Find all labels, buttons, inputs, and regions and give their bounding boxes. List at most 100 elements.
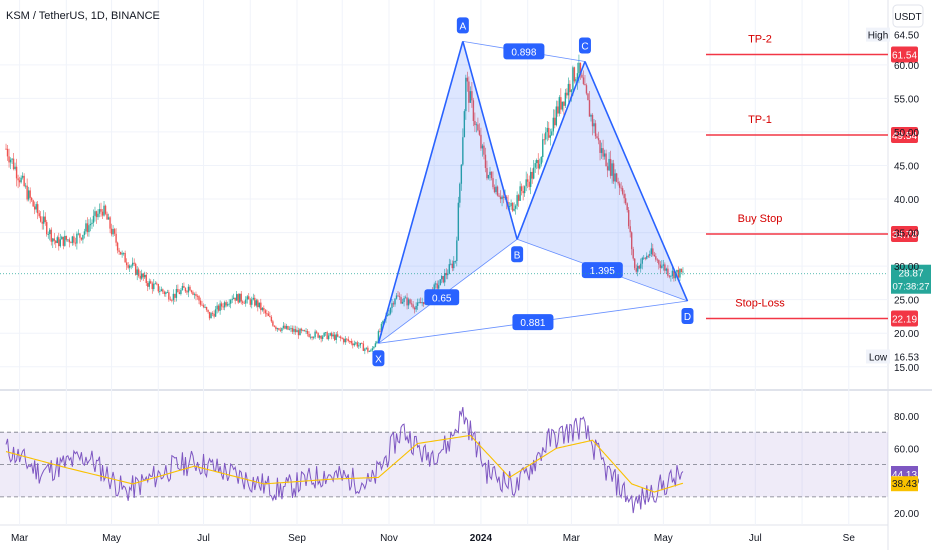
candle-body	[67, 239, 69, 241]
candle-body	[486, 167, 488, 179]
candle-up	[98, 203, 101, 218]
candle-up	[67, 239, 69, 243]
candle-body	[481, 145, 484, 149]
candle-up	[293, 325, 295, 335]
candle-body	[359, 342, 362, 346]
candle-up	[255, 298, 257, 308]
candle-down	[68, 237, 71, 248]
candle-up	[76, 231, 78, 250]
candle-down	[291, 325, 294, 334]
candle-body	[597, 138, 600, 141]
candle-up	[401, 298, 404, 305]
candle-body	[529, 171, 532, 187]
candle-up	[416, 298, 419, 310]
pattern-leg-ab	[462, 41, 518, 240]
candle-body	[575, 79, 577, 82]
level-price-text: 22.19	[892, 315, 917, 326]
ratio-text: 1.395	[590, 266, 615, 277]
trade-levels: TP-2 61.54 TP-1 49.54 Buy Stop 34.78 Stop-Loss…	[706, 34, 918, 327]
candle-body	[127, 265, 129, 268]
candle-body	[670, 275, 672, 277]
candle-body	[184, 287, 187, 292]
candle-down	[156, 281, 158, 286]
rsi-ma-value-badge	[891, 476, 918, 492]
candle-up	[187, 284, 190, 298]
candle-body	[549, 135, 551, 138]
candle-down	[528, 175, 530, 191]
candle-body	[416, 302, 419, 306]
price-tick-label: 40.00	[894, 195, 919, 206]
candle-body	[362, 343, 365, 351]
candle-up	[564, 88, 567, 109]
candle-body	[180, 290, 182, 295]
candle-up	[611, 160, 613, 184]
candle-body	[55, 240, 57, 244]
candle-down	[30, 196, 33, 202]
candle-up	[172, 289, 175, 305]
candle-up	[603, 149, 606, 160]
candle-body	[412, 304, 414, 308]
candle-down	[41, 216, 43, 230]
candle-body	[141, 273, 143, 279]
candle-up	[130, 264, 132, 270]
rsi-tick-label: 80.00	[894, 412, 919, 423]
candle-body	[77, 233, 80, 235]
candle-body	[208, 311, 211, 319]
candle-up	[388, 309, 390, 317]
candle-down	[468, 76, 470, 113]
candle-body	[468, 81, 470, 103]
candle-down	[330, 331, 333, 340]
candle-body	[82, 234, 84, 240]
candle-down	[658, 259, 660, 270]
currency-button[interactable]	[892, 4, 924, 28]
candle-body	[394, 298, 396, 305]
candle-down	[190, 289, 193, 294]
candle-up	[516, 191, 518, 210]
candle-down	[18, 176, 21, 187]
candle-body	[462, 137, 464, 165]
candle-down	[311, 336, 313, 341]
candle-body	[65, 235, 68, 240]
candle-down	[110, 223, 113, 237]
candle-body	[460, 164, 463, 184]
candle-down	[599, 140, 601, 161]
candle-down	[563, 101, 565, 117]
candle-body	[166, 292, 169, 294]
candle-body	[373, 346, 375, 349]
candle-body	[128, 265, 131, 268]
candle-body	[557, 106, 559, 114]
candle-body	[600, 148, 603, 153]
candle-body	[314, 331, 316, 338]
candle-body	[294, 329, 297, 333]
candle-up	[395, 293, 398, 300]
candle-body	[680, 268, 683, 273]
candle-down	[242, 300, 244, 306]
candle-body	[406, 297, 408, 306]
candle-down	[50, 227, 52, 246]
candle-body	[364, 348, 366, 351]
candle-up	[641, 256, 643, 270]
candle-up	[89, 217, 92, 232]
candle-up	[453, 256, 455, 271]
candle-down	[585, 83, 588, 96]
candle-up	[650, 242, 653, 258]
candle-body	[664, 264, 666, 271]
candle-body	[110, 228, 113, 235]
candle-body	[422, 302, 425, 305]
candle-up	[462, 128, 464, 167]
candle-body	[415, 305, 417, 310]
candle-body	[477, 124, 479, 131]
candle-body	[118, 250, 120, 252]
candle-up	[181, 283, 184, 291]
candle-body	[400, 297, 402, 304]
candle-body	[599, 140, 601, 153]
candle-body	[115, 233, 117, 243]
candle-body	[47, 234, 49, 235]
candle-down	[15, 158, 18, 187]
candle-body	[480, 134, 482, 149]
ratio-badge	[581, 262, 623, 279]
candle-up	[576, 62, 579, 90]
price-tick-label: 30.00	[894, 262, 919, 273]
candle-up	[83, 228, 86, 239]
